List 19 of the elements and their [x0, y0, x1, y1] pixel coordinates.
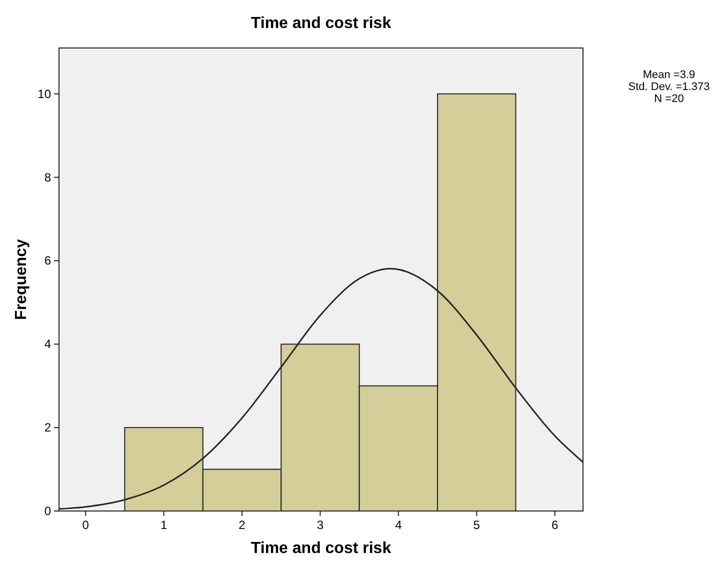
y-axis-title: Frequency: [13, 238, 30, 320]
y-tick-label: 2: [44, 420, 52, 435]
x-tick-label: 4: [395, 518, 402, 532]
y-tick-label: 10: [38, 86, 52, 101]
text: N =20: [654, 93, 684, 105]
x-tick-label: 2: [238, 518, 246, 532]
y-tick-label: 6: [44, 254, 52, 268]
y-tick-label: 0: [44, 504, 52, 518]
y-tick-label: 4: [44, 337, 52, 352]
x-tick-label: 3: [316, 518, 324, 532]
chart-title: Time and cost risk: [250, 15, 392, 32]
text: Mean =3.9: [642, 69, 696, 81]
x-tick-label: 1: [160, 518, 168, 532]
x-tick-label: 6: [552, 518, 558, 532]
x-tick-label: 0: [82, 518, 90, 532]
x-tick-label: 5: [473, 518, 480, 532]
text: Std. Dev. =1.373: [628, 81, 710, 93]
y-tick-label: 8: [44, 170, 52, 184]
x-axis-title: Time and cost risk: [250, 540, 392, 557]
